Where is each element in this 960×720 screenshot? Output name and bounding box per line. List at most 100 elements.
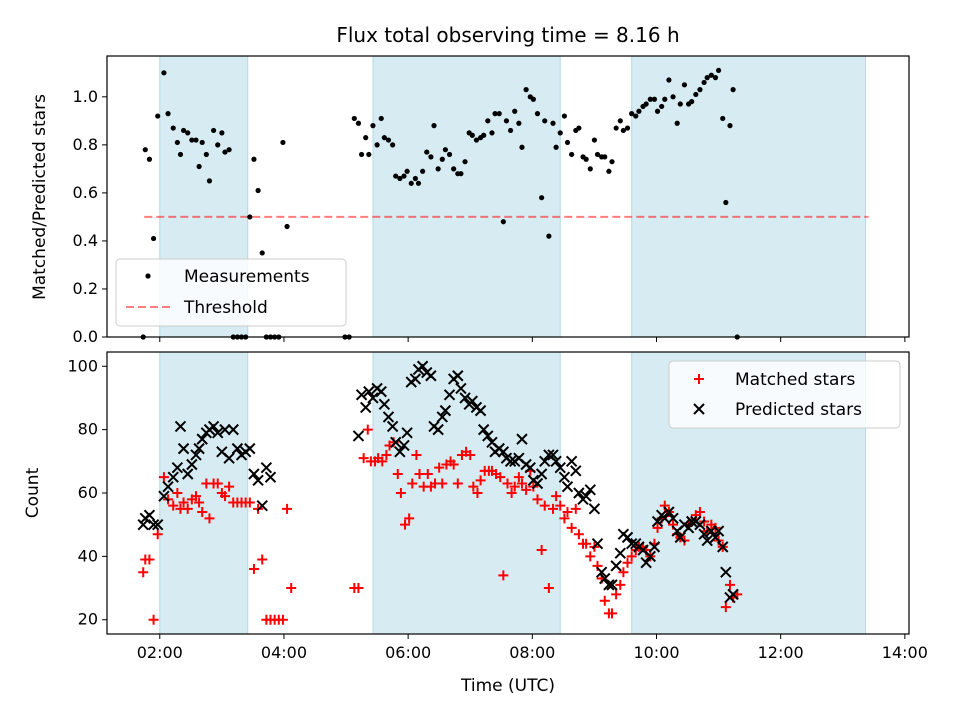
matched-star-point	[611, 589, 622, 600]
y-tick-label: 0.6	[73, 183, 98, 202]
y-tick-label: 0.4	[73, 231, 98, 250]
predicted-star-point	[264, 471, 277, 483]
predicted-star-point	[621, 531, 634, 544]
predicted-star-point	[252, 474, 264, 487]
observing-window-band	[372, 55, 561, 338]
legend-matched-marker	[694, 374, 704, 384]
measurement-point	[401, 173, 407, 179]
predicted-star-point	[386, 420, 399, 433]
predicted-star-point	[167, 471, 179, 483]
measurement-point	[489, 130, 495, 136]
matched-star-point	[224, 481, 235, 492]
predicted-star-point	[588, 503, 601, 515]
measurement-point	[366, 151, 372, 158]
matched-star-point	[562, 507, 573, 518]
measurement-point	[561, 113, 567, 119]
measurement-point	[651, 96, 658, 102]
predicted-star-point	[474, 404, 487, 417]
predicted-star-point	[524, 461, 536, 474]
measurement-point	[174, 139, 180, 146]
measurement-point	[712, 75, 719, 81]
measurement-point	[624, 125, 631, 131]
measurement-point	[542, 118, 548, 124]
matched-star-point	[551, 491, 562, 502]
measurement-point	[442, 147, 448, 153]
matched-star-point	[548, 503, 559, 514]
measurement-point	[602, 154, 608, 160]
predicted-star-point	[614, 547, 626, 559]
predicted-star-point	[685, 515, 698, 528]
measurement-point	[557, 130, 563, 136]
measurement-point	[435, 166, 441, 172]
predicted-star-point	[363, 385, 375, 398]
matched-star-point	[144, 554, 155, 565]
predicted-star-point	[196, 433, 208, 445]
predicted-star-point	[171, 461, 184, 474]
measurement-point	[161, 70, 167, 76]
measurement-point	[397, 175, 403, 182]
predicted-star-point	[640, 557, 652, 569]
measurement-point	[613, 125, 619, 131]
measurement-point	[431, 123, 437, 129]
predicted-star-point	[439, 404, 452, 417]
matched-star-point	[506, 488, 517, 498]
matched-star-point	[392, 468, 403, 479]
matched-star-point	[509, 481, 520, 492]
y-tick-label: 1.0	[73, 87, 98, 106]
matched-star-point	[358, 453, 369, 464]
predicted-star-point	[455, 382, 467, 395]
measurement-point	[654, 108, 661, 114]
matched-star-point	[472, 488, 483, 498]
measurement-point	[199, 139, 205, 146]
predicted-star-point	[378, 398, 391, 410]
predicted-star-point	[244, 442, 256, 455]
bottom-y-axis-label: Count	[23, 467, 43, 518]
predicted-star-point	[182, 468, 194, 480]
matched-star-point	[182, 503, 193, 514]
measurement-point	[219, 130, 225, 136]
measurement-point	[503, 118, 510, 124]
measurement-point	[609, 159, 615, 165]
measurement-point	[420, 168, 426, 174]
matched-star-point	[573, 529, 584, 540]
predicted-star-point	[539, 455, 551, 468]
measurement-point	[469, 132, 475, 138]
predicted-star-point	[504, 455, 517, 468]
measurement-point	[723, 199, 729, 206]
matched-star-point	[585, 551, 596, 562]
predicted-star-point	[174, 420, 187, 433]
y-tick-label: 40	[78, 546, 98, 565]
measurement-point	[415, 180, 422, 186]
measurement-point	[284, 223, 290, 230]
measurement-point	[451, 166, 457, 172]
measurement-point	[351, 115, 357, 122]
measurement-point	[670, 94, 676, 100]
measurement-point	[428, 154, 434, 160]
matched-star-point	[197, 507, 208, 518]
chart-title: Flux total observing time = 8.16 h	[336, 23, 679, 47]
predicted-star-point	[625, 537, 638, 550]
matched-star-point	[652, 522, 663, 533]
matched-star-point	[190, 491, 201, 502]
measurement-point	[215, 142, 221, 148]
measurement-point	[727, 123, 733, 129]
matched-star-point	[581, 538, 592, 549]
predicted-star-point	[466, 395, 479, 407]
matched-star-point	[536, 545, 547, 556]
matched-star-point	[395, 488, 406, 498]
measurement-point	[507, 127, 514, 134]
measurement-point	[576, 125, 582, 131]
matched-star-point	[570, 503, 581, 514]
predicted-star-point	[425, 370, 437, 382]
matched-star-point	[422, 468, 433, 479]
predicted-star-point	[355, 389, 368, 401]
measurement-point	[693, 91, 699, 98]
matched-star-point	[362, 424, 373, 435]
predicted-star-point	[497, 446, 510, 458]
matched-star-point	[452, 478, 463, 489]
predicted-star-point	[644, 550, 656, 563]
predicted-star-point	[531, 477, 544, 490]
x-tick-label: 08:00	[509, 643, 555, 662]
measurement-point	[390, 142, 396, 148]
measurement-point	[196, 163, 202, 170]
